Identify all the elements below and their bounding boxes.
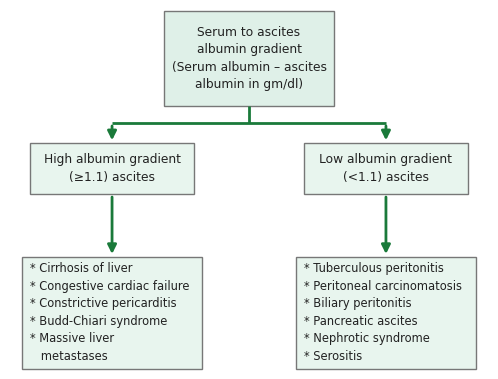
FancyBboxPatch shape: [164, 11, 334, 106]
Text: * Cirrhosis of liver
* Congestive cardiac failure
* Constrictive pericarditis
* : * Cirrhosis of liver * Congestive cardia…: [30, 262, 189, 363]
FancyBboxPatch shape: [304, 143, 468, 194]
Text: Low albumin gradient
(<1.1) ascites: Low albumin gradient (<1.1) ascites: [319, 153, 453, 184]
FancyBboxPatch shape: [30, 143, 194, 194]
Text: * Tuberculous peritonitis
* Peritoneal carcinomatosis
* Biliary peritonitis
* Pa: * Tuberculous peritonitis * Peritoneal c…: [304, 262, 462, 363]
Text: High albumin gradient
(≥1.1) ascites: High albumin gradient (≥1.1) ascites: [43, 153, 181, 184]
FancyBboxPatch shape: [22, 257, 202, 368]
FancyBboxPatch shape: [296, 257, 476, 368]
Text: Serum to ascites
albumin gradient
(Serum albumin – ascites
albumin in gm/dl): Serum to ascites albumin gradient (Serum…: [171, 26, 327, 91]
